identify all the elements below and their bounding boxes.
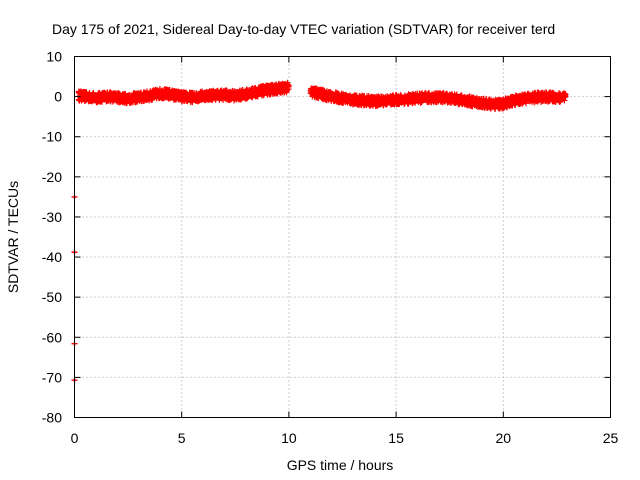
y-tick-label: -60 — [42, 329, 62, 345]
plot-frame — [74, 56, 611, 418]
y-tick-label: -30 — [42, 209, 62, 225]
y-tick-label: -50 — [42, 289, 62, 305]
x-axis-label: GPS time / hours — [287, 457, 394, 473]
y-tick-label: -80 — [42, 410, 62, 426]
chart-title: Day 175 of 2021, Sidereal Day-to-day VTE… — [52, 21, 555, 37]
x-tick-label: 20 — [496, 430, 512, 446]
x-tick-label: 15 — [388, 430, 404, 446]
x-tick-label: 10 — [281, 430, 297, 446]
y-tick-label: -20 — [42, 169, 62, 185]
grid — [74, 56, 611, 418]
data-point — [285, 86, 292, 93]
y-tick-label: -10 — [42, 129, 62, 145]
axis-ticks: 0 5 10 15 20 25 10 0 -10 -20 -30 -40 -50 -60 -70 -80 — [42, 49, 619, 447]
x-tick-label: 0 — [71, 430, 79, 446]
y-tick-label: -40 — [42, 249, 62, 265]
series-sdtvar — [71, 79, 569, 383]
y-tick-label: 0 — [54, 89, 62, 105]
y-axis-label: SDTVAR / TECUs — [5, 181, 21, 293]
x-tick-label: 25 — [603, 430, 619, 446]
x-tick-label: 5 — [178, 430, 186, 446]
y-tick-label: 10 — [46, 49, 62, 65]
y-tick-label: -70 — [42, 369, 62, 385]
